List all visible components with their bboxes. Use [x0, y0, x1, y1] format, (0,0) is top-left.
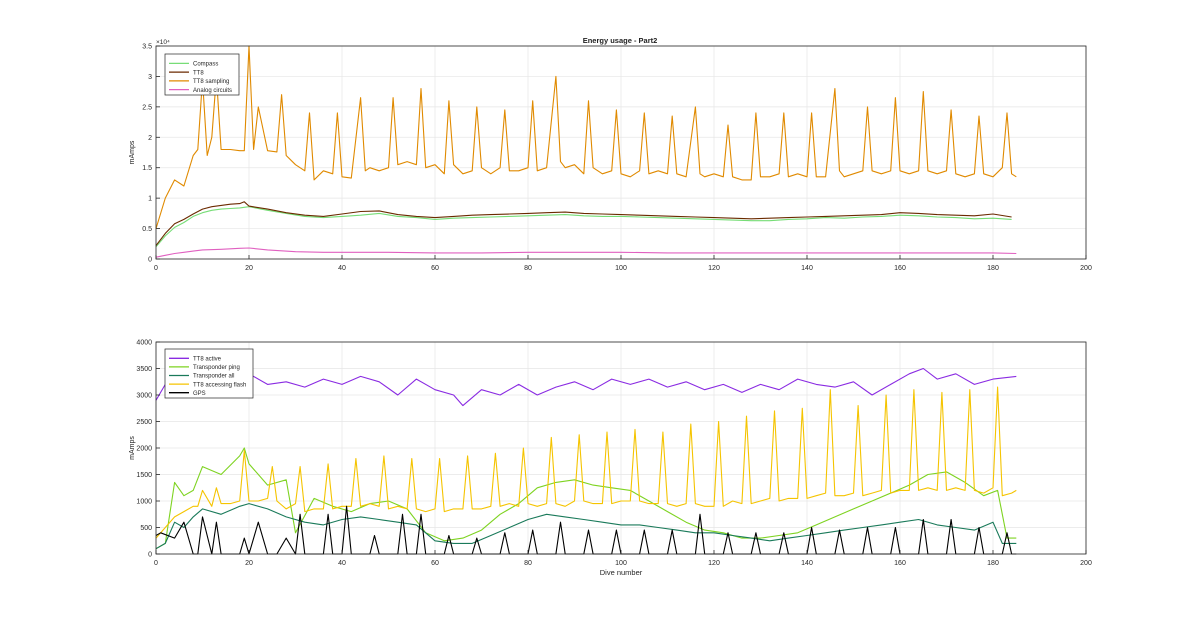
series-line-tt8-accessing-flash: [155, 386, 1017, 539]
series-line-tt8-sampling: [155, 45, 1017, 229]
legend: TT8 active Transponder ping Transponder al…: [164, 348, 254, 399]
x-tick-label: 100: [615, 265, 627, 272]
x-tick-label: 20: [245, 265, 253, 272]
y-tick-label: 3500: [136, 366, 152, 373]
y-axis-label: mAmps: [129, 140, 136, 164]
x-tick-label: 40: [338, 265, 346, 272]
y-tick-label: 500: [140, 525, 152, 532]
x-tick-label: 0: [154, 560, 158, 567]
y-tick-label: 1500: [136, 472, 152, 479]
y-tick-label: 3: [148, 74, 152, 81]
y-tick-label: 3000: [136, 393, 152, 400]
x-tick-label: 40: [338, 560, 346, 567]
series-line-transponder-ping: [155, 447, 1017, 550]
x-tick-label: 140: [801, 265, 813, 272]
series-line-analog-circuits: [155, 247, 1017, 258]
legend-label: TT8 sampling: [193, 79, 229, 85]
x-tick-label: 140: [801, 560, 813, 567]
y-exponent-label: ×10⁴: [156, 39, 170, 46]
x-tick-label: 60: [431, 560, 439, 567]
series-line-tt8: [155, 201, 1012, 246]
legend-label: TT8 accessing flash: [193, 382, 246, 388]
legend-label: Transponder ping: [193, 365, 240, 371]
y-tick-label: 0: [148, 257, 152, 264]
series-line-compass: [155, 206, 1012, 248]
x-tick-label: 60: [431, 265, 439, 272]
y-tick-label: 0.5: [142, 226, 152, 233]
legend-label: Transponder all: [193, 374, 234, 380]
x-tick-label: 160: [894, 265, 906, 272]
legend-label: GPS: [193, 391, 206, 397]
y-axis-label: mAmps: [129, 436, 136, 460]
legend-box: [164, 53, 240, 96]
y-tick-label: 2000: [136, 446, 152, 453]
legend-label: TT8 active: [193, 357, 222, 363]
chart-title: Energy usage - Part2: [583, 36, 658, 45]
x-tick-label: 120: [708, 560, 720, 567]
y-tick-label: 2: [148, 135, 152, 142]
x-tick-label: 180: [987, 560, 999, 567]
legend: Compass TT8 TT8 sampling Analog circuits: [164, 53, 240, 96]
y-tick-label: 1000: [136, 499, 152, 506]
x-tick-label: 180: [987, 265, 999, 272]
series-line-tt8-active: [155, 367, 1017, 407]
legend-label: Compass: [193, 62, 218, 68]
x-tick-label: 120: [708, 265, 720, 272]
legend-label: TT8: [193, 70, 204, 76]
y-tick-label: 1: [148, 196, 152, 203]
series-line-transponder-all: [155, 503, 1017, 550]
y-tick-label: 4000: [136, 340, 152, 347]
y-tick-label: 0: [148, 552, 152, 559]
x-axis-label: Dive number: [600, 568, 643, 577]
x-tick-label: 0: [154, 265, 158, 272]
x-tick-label: 200: [1080, 265, 1092, 272]
y-tick-label: 2500: [136, 419, 152, 426]
x-tick-label: 200: [1080, 560, 1092, 567]
x-tick-label: 100: [615, 560, 627, 567]
y-tick-label: 3.5: [142, 44, 152, 51]
y-tick-label: 2.5: [142, 104, 152, 111]
x-tick-label: 80: [524, 265, 532, 272]
x-tick-label: 80: [524, 560, 532, 567]
chart-panel-energy-top: 0 20 40 60 80 100 120 140 160 180 200 0 0.5 1 1.5 2 2.5 3…: [129, 39, 1092, 272]
legend-label: Analog circuits: [193, 88, 232, 94]
x-tick-label: 20: [245, 560, 253, 567]
y-tick-label: 1.5: [142, 165, 152, 172]
x-tick-label: 160: [894, 560, 906, 567]
chart-panel-energy-bottom: 0 20 40 60 80 100 120 140 160 180 2000500100015002…: [129, 340, 1092, 578]
legend-box: [164, 348, 254, 399]
